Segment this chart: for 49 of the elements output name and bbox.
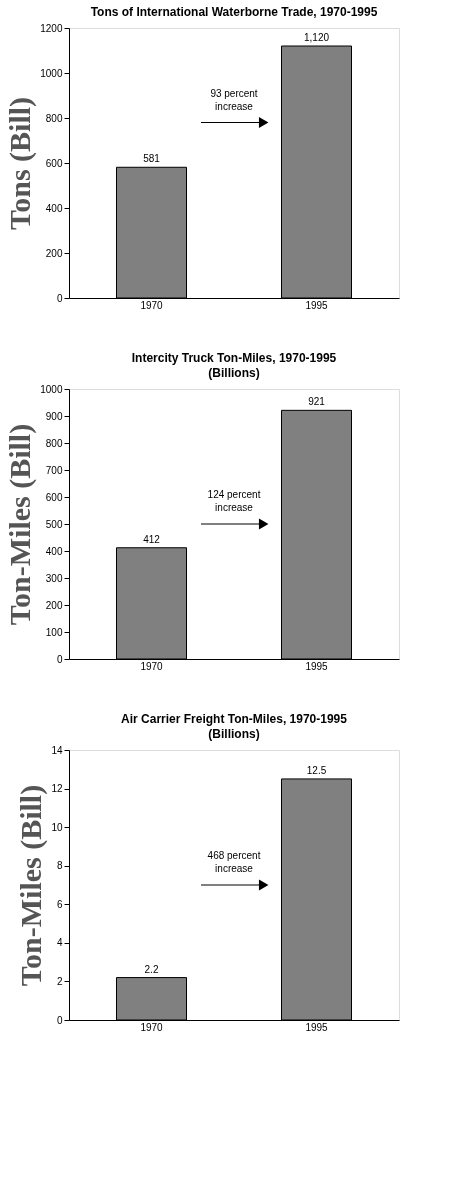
x-tick-label: 1995 <box>305 299 329 311</box>
y-tick-label: 0 <box>56 653 63 665</box>
y-tick-label: 12 <box>51 783 63 795</box>
chart-subtitle: (Billions) <box>208 366 260 380</box>
y-tick-label: 200 <box>45 247 63 259</box>
annotation: 468 percent increase <box>207 850 261 874</box>
y-tick-label: 0 <box>56 292 63 304</box>
chart-title: Intercity Truck Ton-Miles, 1970-1995 <box>131 351 337 365</box>
y-tick-label: 6 <box>56 898 63 910</box>
y-tick-label: 10 <box>51 821 63 833</box>
chart-title: Tons of International Waterborne Trade, 1970-1995 <box>90 5 378 19</box>
data-label: 921 <box>308 396 326 408</box>
y-tick-label: 1000 <box>40 67 63 79</box>
x-tick-label: 1970 <box>140 299 164 311</box>
y-tick-label: 400 <box>45 202 63 214</box>
y-tick-label: 1200 <box>40 22 63 34</box>
chart-subtitle: (Billions) <box>208 727 260 741</box>
y-tick-label: 400 <box>45 545 63 557</box>
data-label: 412 <box>143 533 161 545</box>
data-label: 581 <box>143 153 161 165</box>
y-tick-label: 600 <box>45 157 63 169</box>
data-label: 1,120 <box>303 32 330 43</box>
y-tick-label: 2 <box>56 975 63 987</box>
y-tick-label: 4 <box>56 937 63 949</box>
y-tick-label: 0 <box>56 1014 63 1026</box>
chart-title: Air Carrier Freight Ton-Miles, 1970-1995 <box>121 712 348 726</box>
y-axis-title: Tons (Bill) <box>3 96 38 231</box>
annotation: 93 percent increase <box>210 87 258 112</box>
y-tick-label: 800 <box>45 112 63 124</box>
data-label: 2.2 <box>144 963 159 975</box>
y-axis-title: Ton-Miles (Bill) <box>14 784 49 987</box>
y-axis-title: Ton-Miles (Bill) <box>3 423 38 626</box>
y-tick-label: 500 <box>45 518 63 530</box>
y-tick-label: 1000 <box>40 383 63 395</box>
y-tick-label: 300 <box>45 572 63 584</box>
annotation: 124 percent increase <box>207 489 261 513</box>
y-tick-label: 700 <box>45 464 63 476</box>
y-tick-label: 200 <box>45 599 63 611</box>
y-tick-label: 600 <box>45 491 63 503</box>
x-tick-label: 1970 <box>140 660 164 672</box>
x-tick-label: 1995 <box>305 660 329 672</box>
y-tick-label: 8 <box>56 860 63 872</box>
x-tick-label: 1970 <box>140 1021 164 1033</box>
y-tick-label: 900 <box>45 410 63 422</box>
y-tick-label: 800 <box>45 437 63 449</box>
y-tick-label: 14 <box>51 744 63 756</box>
data-label: 12.5 <box>306 764 327 776</box>
x-tick-label: 1995 <box>305 1021 329 1033</box>
y-tick-label: 100 <box>45 626 63 638</box>
